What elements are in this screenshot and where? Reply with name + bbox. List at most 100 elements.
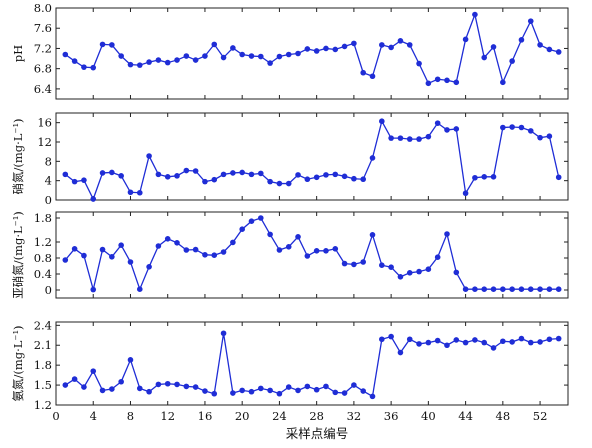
nitrite-y-tick-label: 0: [45, 283, 52, 297]
nitrate-data-point: [341, 173, 348, 180]
ammonia-data-point: [109, 386, 115, 392]
nitrite-data-point: [90, 286, 97, 293]
ammonia-data-point: [164, 380, 171, 387]
nitrite-data-point: [183, 247, 190, 253]
ph-data-point: [527, 18, 534, 24]
ph-data-point: [276, 53, 283, 60]
ph-data-point: [62, 51, 69, 58]
x-tick-label: 48: [496, 409, 511, 423]
ammonia-data-point: [369, 393, 376, 400]
nitrate-data-point: [490, 174, 497, 180]
ph-data-point: [109, 42, 115, 48]
ammonia-data-point: [230, 390, 236, 396]
ph-data-point: [546, 46, 553, 53]
ph-data-point: [360, 69, 367, 76]
ph-series-line: [64, 12, 559, 85]
ammonia-data-point: [304, 383, 311, 390]
ammonia-data-point: [332, 389, 339, 396]
x-tick-label: 12: [160, 409, 175, 423]
ammonia-data-point: [323, 383, 329, 390]
ammonia-data-point: [90, 368, 97, 374]
ammonia-data-point: [211, 390, 218, 397]
nitrite-data-point: [555, 286, 562, 293]
nitrite-data-point: [332, 246, 339, 252]
nitrite-data-point: [295, 234, 301, 240]
nitrate-panel: 16 12 8 4 0 硝氮/(mg·L⁻¹): [11, 112, 569, 207]
ph-data-point: [136, 62, 143, 68]
ammonia-data-point: [527, 339, 534, 346]
ph-data-point: [537, 42, 543, 48]
x-axis-label: 采样点编号: [286, 426, 349, 441]
nitrate-data-point: [462, 190, 469, 197]
nitrate-data-point: [118, 173, 124, 179]
ph-data-point: [211, 41, 218, 48]
ammonia-data-point: [146, 388, 152, 395]
ph-data-point: [285, 51, 292, 58]
nitrate-data-point: [369, 155, 376, 161]
ammonia-data-point: [136, 385, 143, 392]
nitrite-data-point: [546, 286, 553, 293]
nitrate-data-point: [416, 136, 422, 142]
ph-data-point: [434, 76, 441, 83]
ph-data-point: [369, 73, 376, 80]
ph-data-point: [425, 80, 432, 87]
ph-data-point: [118, 53, 124, 59]
ammonia-data-point: [313, 386, 320, 393]
ammonia-data-point: [174, 381, 180, 388]
ammonia-data-point: [388, 333, 394, 340]
x-tick-label: 4: [90, 409, 97, 423]
ammonia-data-point: [258, 385, 264, 392]
ph-panel: 8.0 7.6 7.2 6.8 6.4 pH: [11, 1, 569, 100]
ph-data-point: [555, 49, 562, 55]
nitrite-data-point: [155, 243, 162, 249]
nitrate-data-point: [276, 180, 283, 187]
ph-data-point: [99, 41, 106, 48]
ph-data-point: [444, 77, 450, 84]
nitrate-data-point: [192, 168, 199, 174]
nitrite-data-point: [406, 270, 413, 276]
nitrate-y-tick-label: 16: [37, 116, 52, 130]
ph-data-point: [304, 46, 311, 52]
nitrate-data-point: [360, 176, 367, 183]
nitrite-series-line: [64, 217, 559, 292]
ammonia-data-point: [425, 339, 432, 346]
nitrate-data-point: [99, 170, 106, 176]
ammonia-data-point: [500, 338, 506, 345]
nitrite-data-point: [99, 246, 106, 253]
x-tick-label: 0: [52, 409, 59, 423]
ph-data-point: [258, 53, 264, 60]
nitrite-data-point: [341, 260, 348, 267]
nitrate-data-point: [537, 134, 543, 141]
ph-data-point: [472, 11, 478, 18]
nitrite-y-axis-label: 亚硝氮/(mg·L⁻¹): [11, 211, 25, 299]
x-tick-label: 8: [127, 409, 134, 423]
nitrite-data-point: [351, 261, 357, 268]
nitrate-data-point: [183, 167, 190, 174]
ph-data-point: [341, 43, 348, 50]
ph-data-point: [183, 53, 190, 59]
ammonia-data-point: [276, 390, 283, 397]
ph-data-point: [490, 44, 497, 50]
ph-data-point: [192, 57, 199, 63]
nitrite-data-point: [211, 252, 218, 258]
nitrite-data-point: [388, 264, 394, 271]
nitrite-data-point: [425, 266, 432, 273]
nitrate-data-point: [202, 178, 208, 185]
nitrite-data-point: [434, 254, 441, 260]
ph-y-axis-label: pH: [11, 45, 25, 62]
nitrate-data-point: [146, 153, 152, 159]
ammonia-data-point: [62, 382, 69, 388]
ph-data-point: [90, 64, 97, 71]
x-tick-label: 24: [272, 409, 287, 423]
ammonia-data-point: [397, 349, 404, 356]
nitrite-data-point: [416, 268, 422, 275]
ph-y-tick-label: 7.6: [34, 21, 52, 35]
nitrate-data-point: [81, 177, 87, 183]
ammonia-y-axis-label: 氨氮/(mg·L⁻¹): [11, 325, 25, 401]
ammonia-plot-frame: [55, 321, 569, 406]
ammonia-data-point: [351, 382, 357, 388]
ammonia-data-point: [555, 335, 562, 342]
ammonia-data-point: [127, 357, 134, 363]
ph-data-point: [239, 51, 245, 58]
